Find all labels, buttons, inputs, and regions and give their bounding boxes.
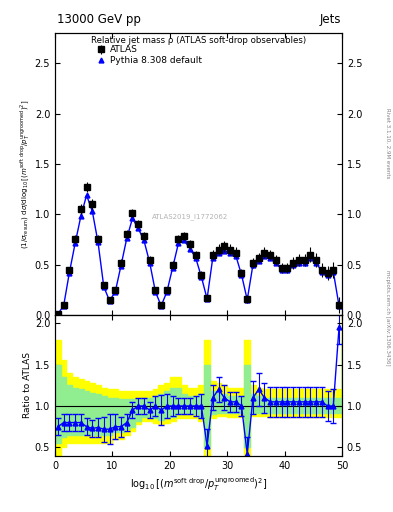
Pythia 8.308 default bbox=[73, 241, 77, 247]
Pythia 8.308 default bbox=[211, 254, 215, 261]
Pythia 8.308 default bbox=[291, 262, 296, 268]
Pythia 8.308 default bbox=[205, 296, 209, 302]
Pythia 8.308 default bbox=[153, 289, 158, 295]
Text: Relative jet mass ρ (ATLAS soft-drop observables): Relative jet mass ρ (ATLAS soft-drop obs… bbox=[91, 36, 306, 45]
Text: 13000 GeV pp: 13000 GeV pp bbox=[57, 13, 141, 26]
Pythia 8.308 default bbox=[84, 192, 89, 198]
Pythia 8.308 default bbox=[268, 254, 273, 261]
Pythia 8.308 default bbox=[325, 271, 330, 278]
Pythia 8.308 default bbox=[187, 245, 192, 251]
Pythia 8.308 default bbox=[216, 249, 221, 255]
Pythia 8.308 default bbox=[331, 269, 336, 275]
Pythia 8.308 default bbox=[233, 252, 238, 259]
Pythia 8.308 default bbox=[245, 297, 250, 303]
Pythia 8.308 default bbox=[101, 284, 106, 290]
Y-axis label: $(1/\sigma_\mathrm{resum})\ \mathrm{d}\sigma/\mathrm{d}\log_{10}[(m^\mathrm{soft: $(1/\sigma_\mathrm{resum})\ \mathrm{d}\s… bbox=[18, 99, 32, 249]
Pythia 8.308 default bbox=[308, 254, 313, 261]
Pythia 8.308 default bbox=[79, 213, 83, 219]
Pythia 8.308 default bbox=[193, 254, 198, 261]
Pythia 8.308 default bbox=[107, 297, 112, 304]
Pythia 8.308 default bbox=[90, 208, 95, 215]
Pythia 8.308 default bbox=[176, 241, 181, 247]
Pythia 8.308 default bbox=[119, 263, 123, 269]
Pythia 8.308 default bbox=[279, 267, 284, 273]
Text: Jets: Jets bbox=[320, 13, 341, 26]
Pythia 8.308 default bbox=[256, 258, 261, 264]
X-axis label: $\log_{10}[(m^{\mathrm{soft\ drop}}/p_T^{\mathrm{ungroomed}})^2]$: $\log_{10}[(m^{\mathrm{soft\ drop}}/p_T^… bbox=[130, 475, 267, 493]
Y-axis label: Ratio to ATLAS: Ratio to ATLAS bbox=[23, 352, 32, 418]
Pythia 8.308 default bbox=[136, 225, 141, 231]
Pythia 8.308 default bbox=[320, 269, 324, 275]
Pythia 8.308 default bbox=[274, 260, 278, 266]
Pythia 8.308 default bbox=[165, 289, 169, 295]
Pythia 8.308 default bbox=[147, 260, 152, 266]
Pythia 8.308 default bbox=[170, 265, 175, 271]
Pythia 8.308 default bbox=[182, 238, 187, 244]
Pythia 8.308 default bbox=[285, 267, 290, 273]
Pythia 8.308 default bbox=[125, 236, 129, 242]
Pythia 8.308 default bbox=[199, 273, 204, 280]
Pythia 8.308 default bbox=[262, 252, 267, 259]
Pythia 8.308 default bbox=[159, 303, 163, 309]
Pythia 8.308 default bbox=[222, 247, 227, 253]
Text: mcplots.cern.ch [arXiv:1306.3436]: mcplots.cern.ch [arXiv:1306.3436] bbox=[385, 270, 390, 365]
Pythia 8.308 default bbox=[61, 303, 66, 309]
Text: Rivet 3.1.10, 2.9M events: Rivet 3.1.10, 2.9M events bbox=[385, 108, 390, 179]
Pythia 8.308 default bbox=[96, 240, 101, 246]
Text: ATLAS2019_I1772062: ATLAS2019_I1772062 bbox=[152, 213, 228, 220]
Pythia 8.308 default bbox=[314, 260, 318, 266]
Pythia 8.308 default bbox=[113, 289, 118, 295]
Pythia 8.308 default bbox=[130, 215, 135, 221]
Pythia 8.308 default bbox=[297, 260, 301, 266]
Pythia 8.308 default bbox=[337, 303, 342, 309]
Pythia 8.308 default bbox=[228, 249, 232, 255]
Legend: ATLAS, Pythia 8.308 default: ATLAS, Pythia 8.308 default bbox=[94, 44, 204, 67]
Pythia 8.308 default bbox=[141, 238, 146, 244]
Pythia 8.308 default bbox=[55, 311, 60, 317]
Pythia 8.308 default bbox=[302, 260, 307, 266]
Pythia 8.308 default bbox=[239, 271, 244, 278]
Pythia 8.308 default bbox=[251, 262, 255, 268]
Pythia 8.308 default bbox=[67, 269, 72, 275]
Line: Pythia 8.308 default: Pythia 8.308 default bbox=[55, 193, 342, 316]
